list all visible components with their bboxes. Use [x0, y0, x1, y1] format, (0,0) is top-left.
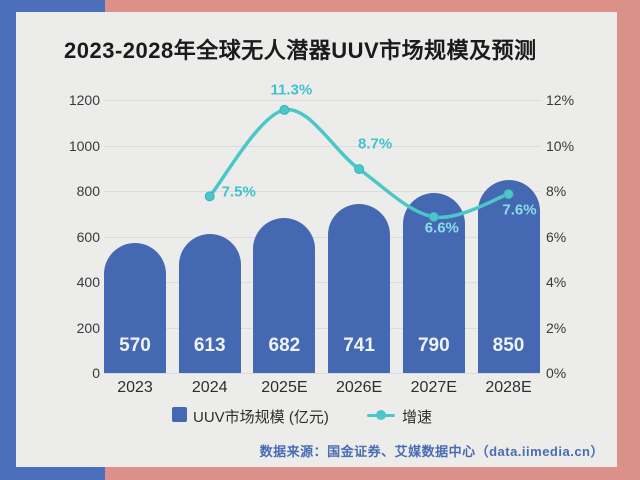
legend-bar-label: UUV市场规模 (亿元)	[193, 409, 329, 426]
legend-line-dot-icon	[376, 410, 386, 420]
growth-point-icon	[354, 164, 365, 175]
gridline	[104, 100, 540, 101]
bar-value-label: 790	[417, 335, 450, 356]
bar-2024	[178, 233, 241, 373]
left-axis-tick: 600	[76, 228, 100, 245]
growth-value-label: 6.6%	[424, 219, 459, 237]
right-axis-tick: 8%	[546, 183, 567, 199]
left-axis-tick: 200	[76, 319, 100, 336]
gridline	[104, 282, 540, 283]
right-axis-tick: 4%	[546, 274, 567, 290]
gridline	[104, 236, 540, 238]
growth-value-label: 7.5%	[221, 183, 256, 201]
legend: UUV市场规模 (亿元) 增速	[0, 404, 640, 426]
growth-point-icon	[204, 191, 215, 202]
gridline	[104, 145, 540, 147]
bar-value-label: 850	[492, 335, 525, 356]
bar-value-label: 613	[193, 335, 226, 356]
growth-value-label: 11.3%	[270, 81, 313, 99]
left-axis-tick: 0	[92, 365, 100, 381]
x-axis-label-2028E: 2028E	[485, 379, 532, 396]
bar-2027E	[402, 193, 465, 373]
bar-2025E	[253, 217, 316, 373]
right-axis-tick: 2%	[546, 319, 567, 336]
gridline	[104, 191, 540, 192]
right-axis-tick: 0%	[546, 365, 567, 381]
growth-point-icon	[279, 104, 290, 115]
chart-title: 2023-2028年全球无人潜器UUV市场规模及预测	[64, 38, 537, 63]
x-axis-label-2026E: 2026E	[335, 379, 383, 396]
bar-2026E	[328, 204, 391, 373]
bar-value-label: 682	[268, 335, 301, 356]
data-source-note: 数据来源：国金证券、艾媒数据中心（data.iimedia.cn）	[259, 444, 604, 459]
growth-value-label: 7.6%	[502, 201, 537, 219]
growth-value-label: 8.7%	[357, 135, 393, 153]
bar-2023	[104, 243, 166, 373]
growth-line	[207, 108, 511, 220]
right-axis-tick: 10%	[546, 137, 575, 154]
legend-line-marker-icon	[367, 404, 395, 426]
legend-bar-swatch	[172, 407, 187, 422]
right-axis-tick: 6%	[546, 228, 567, 245]
x-axis-label-2023: 2023	[117, 379, 153, 396]
right-axis-tick: 12%	[546, 92, 575, 108]
legend-line-label: 增速	[402, 409, 433, 426]
gridline	[104, 327, 540, 329]
left-axis-tick: 1000	[68, 137, 100, 154]
left-axis-tick: 1200	[68, 92, 100, 108]
x-axis-label-2024: 2024	[191, 379, 228, 396]
bar-value-label: 570	[119, 335, 151, 356]
x-axis-label-2025E: 2025E	[261, 379, 308, 396]
x-axis-label-2027E: 2027E	[410, 379, 457, 396]
gridline	[104, 373, 540, 374]
left-axis-tick: 400	[76, 274, 100, 290]
bar-value-label: 741	[343, 335, 375, 356]
left-axis-tick: 800	[76, 183, 100, 199]
